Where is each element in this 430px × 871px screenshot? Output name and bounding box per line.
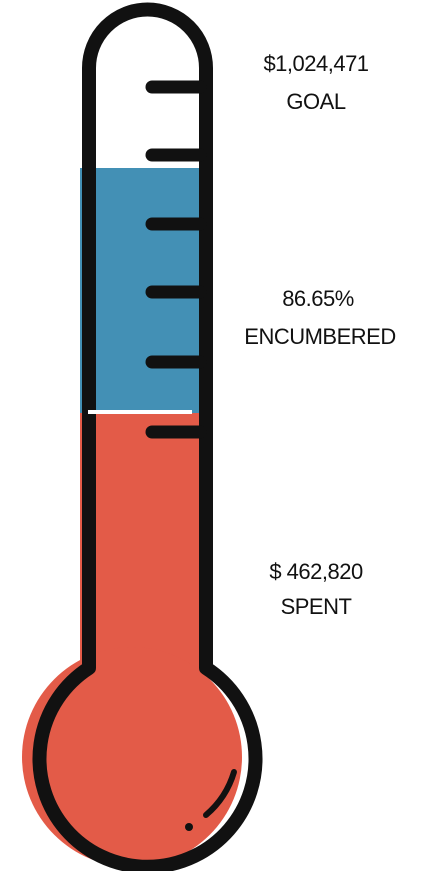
goal-amount: $1,024,471 <box>263 51 368 76</box>
ticks <box>145 80 207 439</box>
thermometer-outline <box>32 2 263 871</box>
spent-amount: $ 462,820 <box>269 559 363 584</box>
highlight <box>203 769 237 818</box>
goal-label: GOAL <box>286 89 345 114</box>
encumbered-percent: 86.65% <box>282 286 354 311</box>
encumbered-label: ENCUMBERED <box>244 324 395 349</box>
bulb-fill <box>22 647 242 867</box>
spent-label: SPENT <box>281 594 352 619</box>
highlight-dot <box>185 823 193 831</box>
